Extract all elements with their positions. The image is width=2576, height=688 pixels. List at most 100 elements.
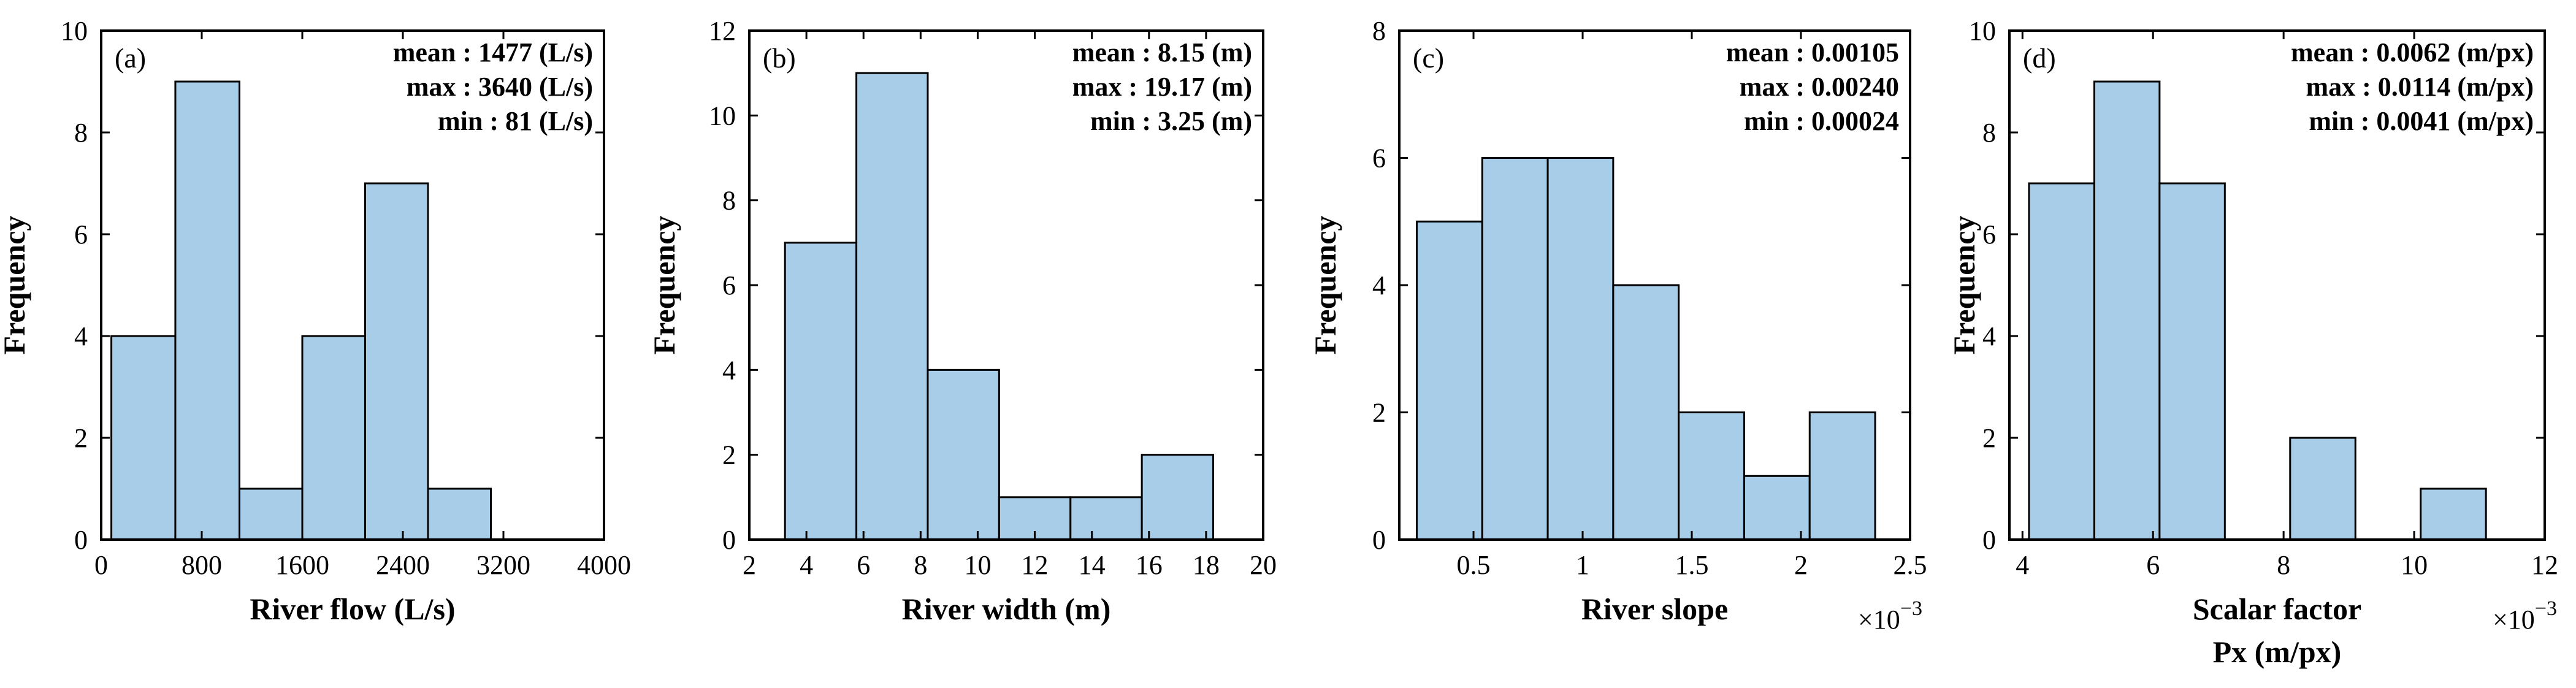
panel-2-y-tick-label: 0 — [722, 525, 736, 555]
panel-2-tag: (b) — [763, 42, 796, 74]
panel-1-tag: (a) — [115, 42, 146, 74]
panel-1-x-tick-label: 800 — [182, 550, 222, 580]
panel-3-x-tick-label: 1.5 — [1675, 550, 1709, 580]
panel-2-bar — [1069, 496, 1143, 541]
panel-4-axes-frame — [2008, 29, 2546, 541]
panel-4-x-tick-label: 10 — [2401, 550, 2428, 580]
panel-2-x-tick-label: 4 — [800, 550, 813, 580]
panel-2-x-tick-label: 12 — [1022, 550, 1049, 580]
panel-4-y-tick-label: 8 — [1982, 118, 1996, 148]
panel-3-y-axis-label: Frequency — [1308, 216, 1342, 355]
panel-3-y-tick-label: 0 — [1372, 525, 1386, 555]
panel-2-y-tick-label: 10 — [709, 101, 736, 131]
panel-3-tag: (c) — [1413, 42, 1444, 74]
panel-3-x-tick-label: 1 — [1576, 550, 1589, 580]
panel-2-x-tick-label: 14 — [1079, 550, 1106, 580]
panel-2-y-tick-label: 4 — [722, 355, 736, 385]
panel-2-x-tick-label: 2 — [743, 550, 756, 580]
panel-4-bar — [2028, 182, 2095, 541]
panel-3-y-tick-label: 6 — [1372, 143, 1386, 174]
panel-3-x-tick-label: 2.5 — [1894, 550, 1927, 580]
panel-3-stat-mean: mean : 0.00105 — [1726, 37, 1899, 67]
panel-4-y-axis-label: Frequency — [1947, 216, 1981, 355]
panel-2-y-tick-label: 2 — [722, 440, 736, 470]
panel-4-y-tick-label: 4 — [1982, 321, 1996, 351]
panel-1-x-tick-label: 4000 — [577, 550, 631, 580]
panel-3-bar — [1546, 157, 1615, 541]
panel-4-x-tick-label: 8 — [2277, 550, 2290, 580]
panel-3-bar — [1415, 220, 1483, 541]
panel-2-y-axis-label: Frequency — [647, 216, 681, 355]
panel-4-y-tick-label: 2 — [1982, 423, 1996, 453]
panel-4-stat-min: min : 0.0041 (m/px) — [2309, 106, 2534, 136]
panel-1-y-tick-label: 4 — [74, 321, 88, 351]
panel-4-bar — [2420, 487, 2487, 541]
panel-4-x-tick-label: 4 — [2016, 550, 2029, 580]
panel-3-y-tick-label: 4 — [1372, 270, 1386, 300]
panel-2-x-tick-label: 6 — [857, 550, 870, 580]
panel-4-x-tick-label: 6 — [2146, 550, 2160, 580]
panel-1-stat-max: max : 3640 (L/s) — [407, 72, 593, 102]
panel-4-bar — [2158, 182, 2226, 541]
panel-1-bar — [364, 182, 429, 541]
panel-2-bar — [927, 369, 1000, 541]
panel-1-stat-min: min : 81 (L/s) — [438, 106, 593, 136]
panel-3-bar — [1743, 475, 1811, 541]
panel-1-axes-frame — [100, 29, 605, 541]
panel-1-bar — [239, 487, 304, 541]
panel-2-stat-mean: mean : 8.15 (m) — [1072, 37, 1252, 67]
panel-1-bar — [301, 335, 366, 541]
panel-4-y-tick-label: 10 — [1969, 16, 1996, 46]
panel-1-y-tick-label: 8 — [74, 118, 88, 148]
panel-4-x-axis-label-line2: Px (m/px) — [2213, 635, 2342, 669]
panel-1-y-tick-label: 2 — [74, 423, 88, 453]
panel-1-y-tick-label: 10 — [61, 16, 88, 46]
panel-1-x-axis-label: River flow (L/s) — [250, 592, 455, 626]
panel-2-x-axis-label: River width (m) — [902, 592, 1111, 626]
panel-3-y-tick-label: 2 — [1372, 398, 1386, 428]
panel-4-x-tick-label: 12 — [2531, 550, 2558, 580]
panel-2-x-tick-label: 18 — [1193, 550, 1220, 580]
panel-1-x-tick-label: 1600 — [275, 550, 329, 580]
panel-4-bar — [2093, 80, 2161, 541]
panel-2-x-tick-label: 16 — [1136, 550, 1163, 580]
panel-1-bar — [174, 80, 241, 541]
panel-2-stat-max: max : 19.17 (m) — [1072, 72, 1252, 102]
panel-2-y-tick-label: 6 — [722, 270, 736, 300]
panel-3-y-tick-label: 8 — [1372, 16, 1386, 46]
panel-2-y-tick-label: 8 — [722, 186, 736, 216]
panel-1-y-axis-label: Frequency — [0, 216, 31, 355]
panel-3-bar — [1481, 157, 1549, 541]
panel-3-stat-min: min : 0.00024 — [1744, 106, 1899, 136]
panel-3-x-tick-label: 2 — [1794, 550, 1808, 580]
panel-1-y-tick-label: 6 — [74, 220, 88, 250]
panel-3-bar — [1612, 284, 1680, 541]
panel-1-stat-mean: mean : 1477 (L/s) — [393, 37, 593, 67]
panel-2-y-tick-label: 12 — [709, 16, 736, 46]
panel-4-tag: (d) — [2023, 42, 2056, 74]
panel-3-x-axis-label: River slope — [1581, 592, 1728, 626]
panel-3-x-tick-label: 0.5 — [1457, 550, 1491, 580]
panel-4-stat-max: max : 0.0114 (m/px) — [2306, 72, 2534, 102]
panel-2-bar — [855, 72, 929, 541]
panel-1-bar — [427, 487, 492, 541]
panel-2-stat-min: min : 3.25 (m) — [1090, 106, 1252, 136]
panel-2-x-tick-label: 20 — [1250, 550, 1277, 580]
panel-2-x-tick-label: 8 — [914, 550, 927, 580]
panel-1-x-tick-label: 3200 — [476, 550, 530, 580]
panel-4-y-tick-label: 0 — [1982, 525, 1996, 555]
panel-2-bar — [1141, 454, 1215, 541]
panel-4-x-exponent: ×10−3 — [2493, 597, 2557, 635]
panel-4-stat-mean: mean : 0.0062 (m/px) — [2291, 37, 2534, 67]
panel-4-x-exponent-power: −3 — [2535, 597, 2557, 620]
panel-4-bar — [2289, 437, 2356, 541]
panel-1-y-tick-label: 0 — [74, 525, 88, 555]
panel-3-bar — [1678, 411, 1745, 541]
panel-3-stat-max: max : 0.00240 — [1740, 72, 1899, 102]
panel-2-x-tick-label: 10 — [964, 550, 991, 580]
panel-1-x-tick-label: 2400 — [376, 550, 430, 580]
panel-4-x-axis-label: Scalar factor — [2193, 592, 2361, 626]
panel-2-bar — [784, 242, 858, 541]
panel-4-y-tick-label: 6 — [1982, 220, 1996, 250]
